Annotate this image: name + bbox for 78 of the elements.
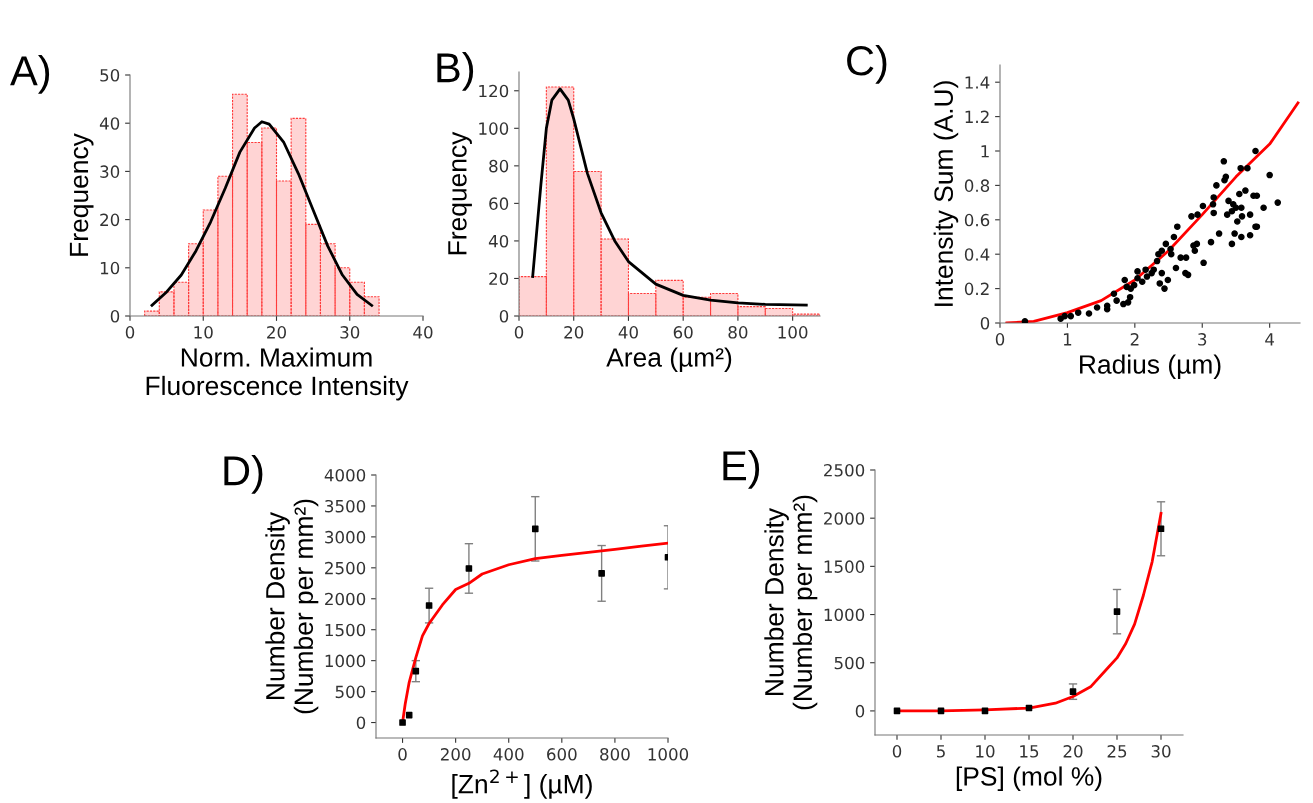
x-tick-label: 600 (547, 748, 577, 761)
y-tick-label: 10 (100, 261, 120, 275)
x-tick-label: 5 (936, 745, 945, 758)
y-tick-label: 4000 (324, 468, 366, 482)
x-tick-label: 25 (1107, 745, 1127, 758)
y-tick-label: 30 (100, 165, 120, 178)
x-axis-title: [Zn$^{2+}$] (µM) (452, 769, 592, 799)
y-axis-title: Frequency (69, 133, 94, 256)
x-tick-label: 60 (673, 326, 693, 339)
y-tick-label: 0 (110, 309, 120, 323)
x-tick-label: 30 (1151, 745, 1171, 758)
x-tick-label: 10 (194, 326, 213, 339)
y-tick-label: 20 (100, 213, 120, 227)
y-tick-label: 0.8 (964, 179, 990, 192)
x-axis-title: Norm. Maximum Fluorescence Intensity (146, 347, 409, 401)
y-tick-label: 0.2 (964, 282, 989, 296)
y-axis-title: Number Density (Number per mm²) (265, 499, 319, 714)
y-axis-title: Number Density (Number per mm²) (764, 495, 818, 710)
y-tick-label: 0.6 (964, 213, 990, 227)
y-tick-label: 2500 (325, 561, 366, 575)
y-tick-label: 100 (479, 122, 509, 135)
x-tick-label: 100 (778, 326, 808, 339)
x-tick-label: 2 (1130, 333, 1139, 346)
x-tick-label: 800 (600, 748, 630, 761)
x-tick-label: 20 (267, 326, 286, 339)
x-tick-label: 0 (125, 326, 135, 339)
x-tick-label: 40 (413, 326, 433, 339)
x-tick-label: 1 (1063, 333, 1072, 346)
y-axis-title: Frequency (448, 131, 472, 255)
x-tick-label: 80 (728, 326, 748, 339)
x-tick-label: 1000 (648, 748, 689, 761)
y-tick-label: 0 (356, 716, 366, 730)
y-tick-label: 0.4 (964, 248, 990, 261)
chart-title: D) (224, 455, 263, 494)
y-tick-label: 3000 (325, 530, 366, 544)
y-tick-label: 3500 (325, 499, 366, 513)
y-tick-label: 40 (488, 234, 509, 248)
y-tick-label: 1500 (325, 623, 366, 637)
y-tick-label: 40 (99, 117, 120, 130)
x-tick-label: 200 (440, 748, 471, 761)
y-tick-label: 20 (489, 272, 509, 286)
x-tick-label: 4 (1265, 333, 1275, 346)
y-tick-label: 50 (100, 68, 120, 82)
x-tick-label: 0 (514, 326, 524, 339)
x-axis-title: Radius (µm) (1080, 354, 1221, 380)
x-tick-label: 0 (398, 748, 407, 761)
chart-title: C) (847, 45, 887, 84)
x-tick-label: 400 (493, 748, 524, 761)
y-tick-label: 0 (855, 704, 865, 718)
x-tick-label: 0 (892, 745, 902, 758)
y-tick-label: 2500 (824, 463, 865, 477)
x-tick-label: 20 (1063, 745, 1083, 758)
x-tick-label: 3 (1198, 333, 1207, 346)
y-tick-label: 2000 (824, 512, 865, 525)
y-tick-label: 1 (981, 145, 989, 158)
chart-title: A) (10, 55, 50, 94)
y-tick-label: 80 (489, 159, 509, 173)
y-tick-label: 0 (499, 309, 509, 323)
x-tick-label: 40 (618, 326, 638, 339)
y-tick-label: 2000 (325, 592, 366, 606)
y-tick-label: 1500 (824, 560, 865, 573)
y-tick-label: 1.2 (965, 110, 989, 123)
y-axis-title: Intensity Sum (A.U) (933, 81, 959, 306)
x-axis-title: [PS] (mol %) (956, 766, 1102, 792)
chart-title: E) (723, 450, 760, 489)
y-tick-label: 0 (980, 316, 990, 330)
chart-title: B) (437, 52, 474, 91)
x-tick-label: 15 (1020, 745, 1039, 758)
x-tick-label: 20 (564, 326, 584, 339)
y-tick-label: 1.4 (965, 76, 990, 89)
y-tick-label: 500 (335, 685, 366, 699)
y-tick-label: 1000 (824, 608, 865, 622)
x-axis-title: Area (µm²) (606, 347, 732, 373)
y-tick-label: 1000 (325, 654, 366, 668)
y-tick-label: 500 (834, 656, 865, 670)
x-tick-label: 0 (995, 333, 1005, 346)
y-tick-label: 60 (489, 197, 509, 210)
y-tick-label: 120 (479, 84, 509, 98)
